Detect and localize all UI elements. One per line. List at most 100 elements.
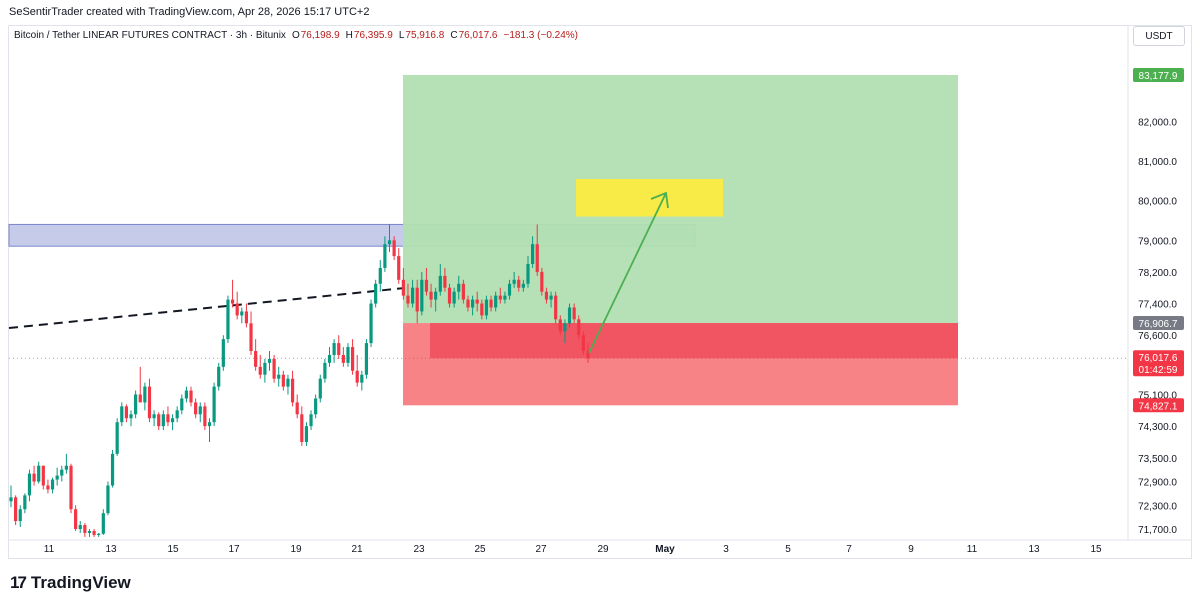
candle-body bbox=[166, 414, 170, 423]
candle-body bbox=[572, 307, 576, 320]
candle-body bbox=[161, 414, 165, 427]
candle-body bbox=[170, 418, 175, 423]
price-tag-label: 74,827.1 bbox=[1139, 401, 1178, 412]
candle-body bbox=[157, 414, 161, 427]
candle-body bbox=[258, 366, 262, 375]
candle-body bbox=[129, 414, 133, 419]
x-tick-label: 23 bbox=[413, 544, 425, 555]
candle-body bbox=[327, 354, 332, 363]
candle-body bbox=[55, 475, 59, 480]
y-tick-label: 72,900.0 bbox=[1138, 478, 1177, 489]
y-tick-label: 75,100.0 bbox=[1138, 391, 1177, 402]
x-tick-label: 19 bbox=[290, 544, 302, 555]
candle-body bbox=[286, 378, 290, 387]
candle-body bbox=[64, 465, 68, 470]
candle-body bbox=[378, 267, 382, 284]
candle-body bbox=[337, 343, 341, 355]
x-tick-label: 15 bbox=[167, 544, 179, 555]
candle-body bbox=[355, 370, 359, 383]
candle-body bbox=[212, 386, 216, 423]
candle-body bbox=[41, 465, 45, 486]
candle-body bbox=[37, 465, 41, 482]
candle-body bbox=[180, 398, 184, 411]
candle-body bbox=[526, 263, 530, 284]
candle-body bbox=[443, 275, 447, 288]
candle-body bbox=[332, 343, 336, 355]
candle-body bbox=[549, 295, 553, 300]
x-tick-label: 5 bbox=[785, 544, 791, 555]
y-tick-label: 81,000.0 bbox=[1138, 157, 1177, 168]
x-tick-label: 15 bbox=[1090, 544, 1102, 555]
x-tick-label: 25 bbox=[474, 544, 486, 555]
candle-body bbox=[544, 291, 549, 300]
candle-body bbox=[475, 299, 479, 304]
candle-body bbox=[101, 513, 105, 534]
candle-body bbox=[184, 390, 189, 399]
candle-body bbox=[410, 287, 415, 304]
candle-body bbox=[295, 402, 299, 415]
high-value: H76,395.9 bbox=[345, 30, 393, 41]
trendline-dashed bbox=[8, 287, 406, 329]
candle-body bbox=[263, 362, 267, 375]
candle-body bbox=[32, 473, 36, 482]
candle-body bbox=[521, 283, 525, 288]
candle-body bbox=[364, 343, 369, 375]
y-tick-label: 78,200.0 bbox=[1138, 268, 1177, 279]
candle-body bbox=[50, 479, 55, 490]
candle-body bbox=[577, 319, 581, 336]
candle-body bbox=[300, 414, 304, 442]
candle-body bbox=[535, 244, 539, 272]
candle-body bbox=[235, 303, 239, 316]
candle-body bbox=[69, 465, 73, 510]
symbol-legend[interactable]: Bitcoin / Tether LINEAR FUTURES CONTRACT… bbox=[14, 30, 578, 41]
candle-body bbox=[434, 291, 438, 300]
candle-body bbox=[369, 303, 373, 344]
change-value: −181.3 (−0.24%) bbox=[503, 30, 579, 41]
price-tag-target bbox=[1133, 68, 1184, 82]
candle-body bbox=[198, 406, 202, 415]
candle-body bbox=[254, 351, 258, 367]
currency-button[interactable]: USDT bbox=[1133, 26, 1185, 46]
candle-body bbox=[420, 279, 424, 312]
y-tick-label: 80,000.0 bbox=[1138, 197, 1177, 208]
candle-body bbox=[397, 256, 401, 280]
candle-body bbox=[360, 374, 364, 383]
candle-body bbox=[498, 295, 502, 300]
candle-body bbox=[134, 394, 138, 415]
candle-body bbox=[512, 279, 516, 284]
candle-body bbox=[152, 414, 156, 419]
candle-body bbox=[350, 347, 355, 371]
candle-body bbox=[314, 398, 318, 415]
y-tick-label: 73,500.0 bbox=[1138, 454, 1177, 465]
x-tick-label: 21 bbox=[351, 544, 363, 555]
candle-body bbox=[290, 378, 295, 403]
y-tick-label: 79,000.0 bbox=[1138, 236, 1177, 247]
candle-body bbox=[540, 271, 544, 292]
x-tick-label: May bbox=[655, 544, 675, 555]
candle-body bbox=[567, 307, 572, 324]
candle-body bbox=[60, 469, 64, 476]
candle-body bbox=[78, 525, 82, 529]
x-tick-label: 11 bbox=[967, 544, 978, 555]
x-tick-label: 27 bbox=[535, 544, 547, 555]
price-tag-label: 76,906.7 bbox=[1139, 319, 1178, 330]
candle-body bbox=[203, 406, 207, 427]
candle-body bbox=[221, 339, 225, 367]
candle-body bbox=[240, 311, 244, 316]
candle-body bbox=[27, 473, 32, 496]
candle-body bbox=[23, 495, 27, 510]
candle-body bbox=[480, 303, 484, 316]
candle-body bbox=[120, 406, 124, 423]
candle-body bbox=[309, 414, 313, 427]
x-tick-label: 3 bbox=[723, 544, 729, 555]
open-value: O76,198.9 bbox=[291, 30, 340, 41]
candle-body bbox=[461, 283, 465, 300]
candle-body bbox=[272, 358, 276, 379]
symbol-name[interactable]: Bitcoin / Tether LINEAR FUTURES CONTRACT… bbox=[14, 30, 286, 41]
candle-body bbox=[189, 390, 193, 403]
candle-body bbox=[517, 279, 521, 288]
candle-body bbox=[392, 240, 396, 257]
candle-body bbox=[507, 283, 512, 296]
candle-body bbox=[175, 410, 179, 419]
